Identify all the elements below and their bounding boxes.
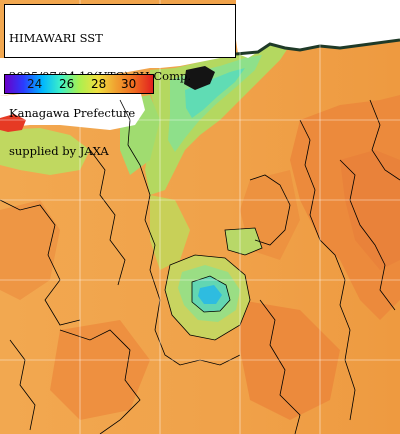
hotspot-west [0,114,26,132]
land-west-peninsula [0,82,145,130]
color-legend: 24 26 28 30 [4,74,154,94]
land-bay-head [150,54,236,68]
contour-9 [119,99,151,196]
contour-6 [0,199,81,326]
legend-tick-28: 28 [91,77,107,91]
contour-11 [259,299,301,434]
cool-coastal-cyan [185,68,245,118]
info-title: HIMAWARI SST [9,31,103,45]
cool-water-patches [0,40,290,270]
info-box: HIMAWARI SST 2025/07/24 10(UTC) 3H Comp.… [4,4,236,157]
contour-14 [224,227,263,256]
contour-5 [191,275,231,313]
coastline-shadow [235,38,400,56]
land-north [236,0,400,58]
warm-patch-west [0,200,60,300]
legend-color-bar [5,75,153,93]
cool-west-coast [0,128,90,175]
land-north-dark [184,66,215,90]
info-region: Kanagawa Prefecture [9,106,136,120]
legend-tick-24: 24 [27,77,43,91]
warm-patch-east-2 [340,150,400,270]
legend-tick-26: 26 [59,77,75,91]
contour-10 [89,149,126,286]
contour-12 [369,99,400,181]
contour-3 [144,194,241,366]
contour-7 [59,329,141,434]
legend-tick-30: 30 [121,77,137,91]
contour-2 [339,159,396,311]
contour-13 [9,339,36,431]
contour-8 [249,174,291,246]
eddy-feature [165,255,250,340]
eddy-core [198,285,222,304]
cool-mid-patch [225,228,262,255]
info-credit: supplied by JAXA [9,143,109,158]
